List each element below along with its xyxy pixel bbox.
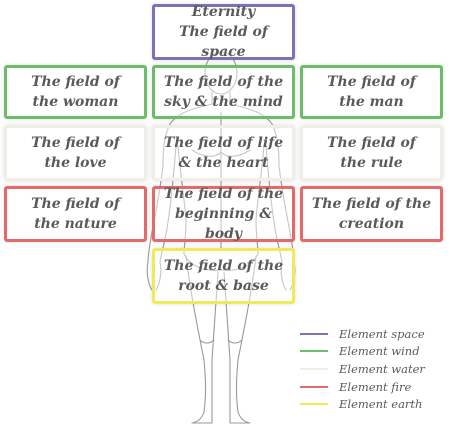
legend-label-wind: Element wind <box>339 344 420 359</box>
legend-swatch-fire <box>300 385 328 388</box>
legend-item-space: Element space <box>300 325 448 343</box>
field-sky-mind: The field of the sky & the mind <box>152 65 295 119</box>
field-love: The field of the love <box>4 125 147 181</box>
legend-item-earth: Element earth <box>300 395 448 413</box>
legend-label-water: Element water <box>339 361 425 376</box>
field-creation: The field of the creation <box>300 186 443 242</box>
field-man: The field of the man <box>300 65 443 119</box>
field-life-heart: The field of life & the heart <box>152 125 295 181</box>
legend-swatch-water <box>300 367 328 370</box>
legend-swatch-wind <box>300 350 328 353</box>
legend-label-space: Element space <box>339 326 425 341</box>
field-eternity-space: Eternity The field of space <box>152 4 295 60</box>
legend-label-earth: Element earth <box>339 397 423 412</box>
legend-item-water: Element water <box>300 360 448 378</box>
field-beginning-body: The field of the beginning & body <box>152 186 295 242</box>
legend-item-wind: Element wind <box>300 343 448 361</box>
field-root-base: The field of the root & base <box>152 248 295 304</box>
legend-swatch-space <box>300 332 328 335</box>
field-nature: The field of the nature <box>4 186 147 242</box>
field-woman: The field of the woman <box>4 65 147 119</box>
legend-swatch-earth <box>300 403 328 406</box>
legend-item-fire: Element fire <box>300 378 448 396</box>
field-rule: The field of the rule <box>300 125 443 181</box>
legend-label-fire: Element fire <box>339 379 412 394</box>
legend: Element space Element wind Element water… <box>300 325 448 413</box>
